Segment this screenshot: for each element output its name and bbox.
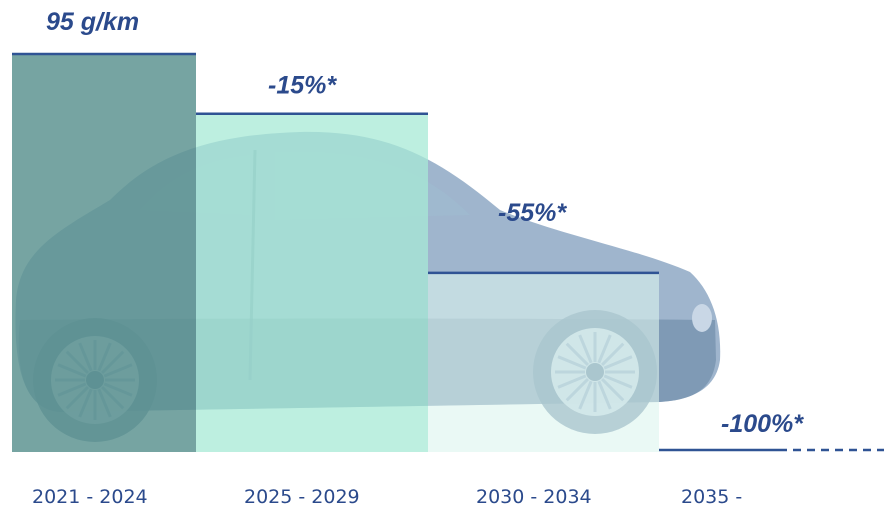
value-labels: 95 g/km -15%* -55%* -100%* <box>46 8 804 438</box>
bar-2025-2029 <box>196 113 428 452</box>
bars <box>12 54 659 452</box>
bar-2030-2034 <box>428 272 659 452</box>
category-label: 2035 - <box>681 486 742 508</box>
category-labels: 2021 - 2024 2025 - 2029 2030 - 2034 2035 - <box>32 486 742 508</box>
category-label: 2025 - 2029 <box>244 486 360 508</box>
bar-2021-2024 <box>12 54 196 452</box>
category-label: 2021 - 2024 <box>32 486 148 508</box>
category-label: 2030 - 2034 <box>476 486 592 508</box>
bar-top-lines <box>12 52 884 452</box>
value-label: -15%* <box>268 72 337 100</box>
value-label: 95 g/km <box>46 8 139 36</box>
value-label: -55%* <box>498 199 567 227</box>
car-headlight <box>692 304 712 332</box>
value-label: -100%* <box>721 410 804 438</box>
